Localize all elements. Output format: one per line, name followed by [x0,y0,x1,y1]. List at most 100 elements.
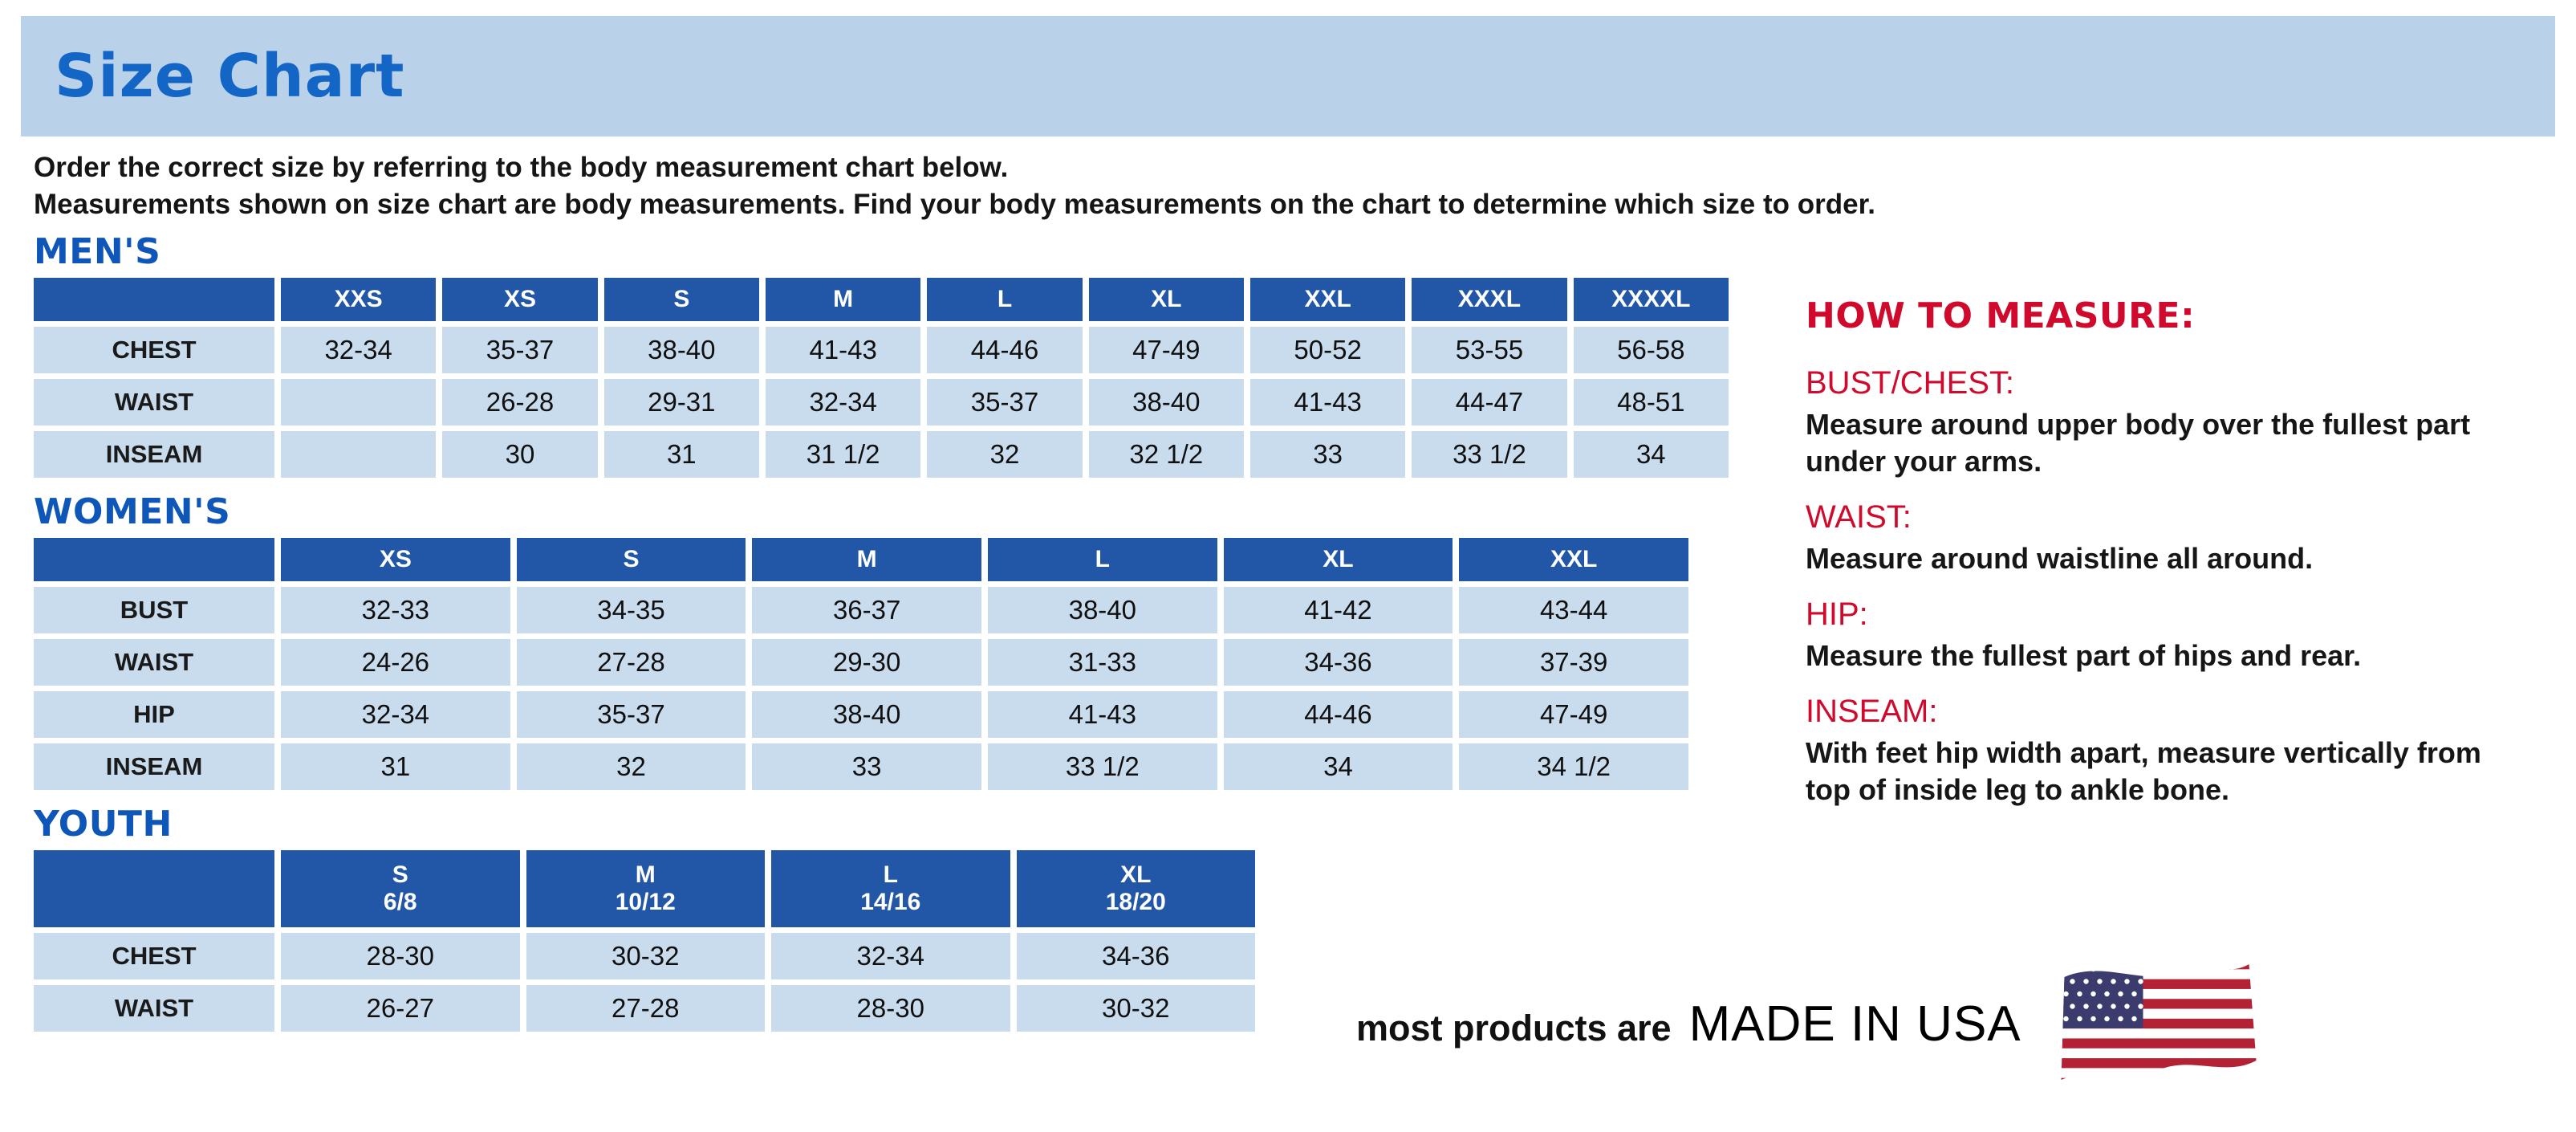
table-row: HIP 32-34 35-37 38-40 41-43 44-46 47-49 [34,691,1688,739]
row-label: INSEAM [34,743,274,791]
measure-item-bust-chest: BUST/CHEST: Measure around upper body ov… [1806,365,2512,480]
column-header: XXS [281,278,437,322]
usa-flag-icon [2061,964,2257,1080]
size-value-cell: 31-33 [987,639,1217,686]
column-header: S [603,278,759,322]
size-value-cell: 36-37 [752,587,981,634]
measure-item-inseam: INSEAM: With feet hip width apart, measu… [1806,694,2512,808]
made-in-usa-footer: most products are MADE IN USA [1356,959,2257,1088]
row-label: INSEAM [34,431,274,478]
section-heading-mens: MEN'S [34,231,161,273]
made-in-usa-text: most products are MADE IN USA [1356,996,2021,1053]
table-row: CHEST 32-34 35-37 38-40 41-43 44-46 47-49 50-52… [34,327,1729,374]
column-header: L [987,538,1217,582]
intro-line-2: Measurements shown on size chart are bod… [34,189,1876,221]
row-label: BUST [34,587,274,634]
column-header: XXXXL [1573,278,1729,322]
size-value-cell: 32-34 [281,691,510,739]
size-value-cell: 30-32 [526,933,765,980]
size-value-cell: 28-30 [281,933,520,980]
size-value-cell: 32-33 [281,587,510,634]
size-value-cell: 32-34 [765,379,921,426]
section-heading-womens: WOMEN'S [34,491,231,533]
size-value-cell: 47-49 [1088,327,1244,374]
column-header: S 6/8 [281,850,520,928]
measure-term: WAIST: [1806,499,1912,535]
column-header: XXL [1249,278,1406,322]
column-header: XXL [1459,538,1688,582]
size-value-cell: 35-37 [516,691,746,739]
made-in-prefix: most products are [1356,1007,1672,1049]
measure-description: Measure the fullest part of hips and rea… [1806,639,2362,673]
column-header: XL [1088,278,1244,322]
size-value-cell: 41-43 [765,327,921,374]
measure-term: HIP: [1806,597,1868,633]
size-value-cell: 34 1/2 [1459,743,1688,791]
how-to-measure-title: HOW TO MEASURE: [1806,295,2196,336]
measure-item-waist: WAIST: Measure around waistline all arou… [1806,499,2512,577]
column-header: XS [442,278,598,322]
size-value-cell: 38-40 [1088,379,1244,426]
size-tables-column: MEN'S XXS XS S M L XL XXL XXXL XXXXL CHEST 32-34 35… [34,231,2576,1037]
size-value-cell: 56-58 [1573,327,1729,374]
size-value-cell: 43-44 [1459,587,1688,634]
column-header: L 14/16 [771,850,1010,928]
section-heading-youth: YOUTH [34,804,173,845]
size-value-cell: 29-31 [603,379,759,426]
size-value-cell: 33 1/2 [1412,431,1567,478]
row-label: WAIST [34,379,274,426]
size-value-cell: 34-36 [1016,933,1255,980]
size-value-cell: 41-42 [1223,587,1453,634]
size-value-cell: 48-51 [1573,379,1729,426]
corner-cell [34,278,274,322]
size-value-cell: 44-46 [927,327,1083,374]
measure-description: Measure around waistline all around. [1806,542,2314,576]
made-in-usa-label: MADE IN USA [1688,996,2021,1052]
row-label: WAIST [34,639,274,686]
size-value-cell: 38-40 [603,327,759,374]
column-header: M [765,278,921,322]
corner-cell [34,850,274,928]
size-value-cell: 33 1/2 [987,743,1217,791]
how-to-measure-panel: HOW TO MEASURE: BUST/CHEST: Measure arou… [1806,295,2512,828]
column-header: S [516,538,746,582]
size-value-cell: 44-46 [1223,691,1453,739]
size-value-cell: 34 [1223,743,1453,791]
intro-line-1: Order the correct size by referring to t… [34,152,1009,183]
size-value-cell: 32 [516,743,746,791]
size-value-cell: 34-36 [1223,639,1453,686]
table-row: CHEST 28-30 30-32 32-34 34-36 [34,933,1255,980]
column-header: M 10/12 [526,850,765,928]
size-value-cell: 38-40 [987,587,1217,634]
size-value-cell: 29-30 [752,639,981,686]
womens-size-table: XS S M L XL XXL BUST 32-33 34-35 36-37 38-40 41-42 4… [34,532,2576,796]
size-value-cell: 24-26 [281,639,510,686]
size-value-cell [281,431,437,478]
size-value-cell: 41-43 [987,691,1217,739]
table-row: WAIST 26-28 29-31 32-34 35-37 38-40 41-43 44-47… [34,379,1729,426]
size-value-cell: 33 [752,743,981,791]
table-row: BUST 32-33 34-35 36-37 38-40 41-42 43-44 [34,587,1688,634]
size-value-cell: 47-49 [1459,691,1688,739]
size-value-cell: 32-34 [281,327,437,374]
row-label: HIP [34,691,274,739]
size-value-cell: 27-28 [516,639,746,686]
column-header: XL 18/20 [1016,850,1255,928]
corner-cell [34,538,274,582]
size-value-cell: 26-28 [442,379,598,426]
size-value-cell: 26-27 [281,985,520,1032]
table-row: INSEAM 31 32 33 33 1/2 34 34 1/2 [34,743,1688,791]
size-value-cell: 35-37 [927,379,1083,426]
size-value-cell: 33 [1249,431,1406,478]
measure-term: INSEAM: [1806,694,1938,730]
row-label: CHEST [34,327,274,374]
measure-description: With feet hip width apart, measure verti… [1806,736,2481,807]
size-value-cell: 44-47 [1412,379,1567,426]
size-value-cell: 32-34 [771,933,1010,980]
youth-size-table: S 6/8 M 10/12 L 14/16 XL 18/20 CHEST 28-30 30-32 32… [34,845,2576,1037]
column-header: M [752,538,981,582]
page-title: Size Chart [55,42,405,111]
size-value-cell: 31 1/2 [765,431,921,478]
header-row: XXS XS S M L XL XXL XXXL XXXXL [34,278,1729,322]
